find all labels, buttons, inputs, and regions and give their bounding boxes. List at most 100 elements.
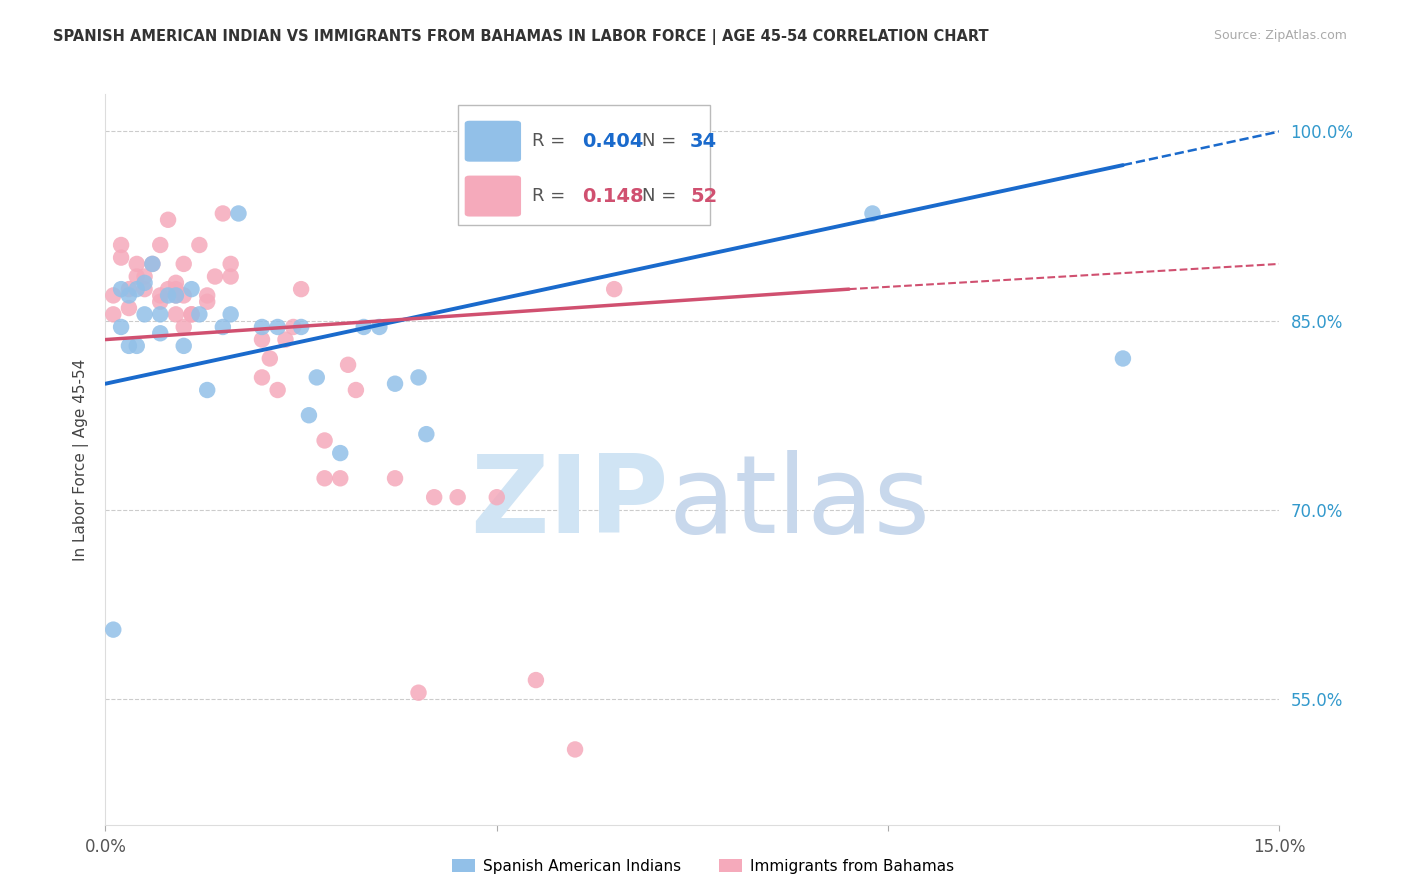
Point [314,471,336,485]
Text: 0.404: 0.404 [582,132,644,151]
Point [195,288,218,302]
Point [524,673,547,687]
Point [165,307,187,321]
Point [228,206,250,220]
Point [188,238,211,252]
Point [118,288,141,302]
Point [219,257,242,271]
Point [337,358,360,372]
Point [110,282,132,296]
Point [353,320,375,334]
Point [250,320,273,334]
Point [134,276,156,290]
Point [141,257,163,271]
Point [173,288,195,302]
Point [250,370,273,384]
Point [195,383,218,397]
Point [384,376,406,391]
Point [219,269,242,284]
Point [149,288,172,302]
Point [603,282,626,296]
Point [165,288,187,302]
Text: SPANISH AMERICAN INDIAN VS IMMIGRANTS FROM BAHAMAS IN LABOR FORCE | AGE 45-54 CO: SPANISH AMERICAN INDIAN VS IMMIGRANTS FR… [53,29,988,45]
Text: Source: ZipAtlas.com: Source: ZipAtlas.com [1213,29,1347,42]
Point [110,251,132,265]
Point [408,370,430,384]
Point [415,427,437,442]
FancyBboxPatch shape [465,120,522,161]
Text: N =: N = [643,187,682,205]
Point [149,326,172,341]
Point [149,307,172,321]
Point [180,307,202,321]
Point [290,282,312,296]
Point [125,282,148,296]
Point [485,490,508,504]
Point [314,434,336,448]
Point [110,320,132,334]
FancyBboxPatch shape [465,176,522,217]
Point [266,383,288,397]
Point [173,339,195,353]
Point [103,623,125,637]
Point [298,409,321,423]
Point [165,288,187,302]
Point [134,307,156,321]
Point [219,307,242,321]
Text: 34: 34 [690,132,717,151]
Point [180,307,202,321]
Point [447,490,470,504]
Point [157,212,180,227]
Point [149,238,172,252]
Point [134,282,156,296]
Point [564,742,586,756]
Text: atlas: atlas [669,450,931,557]
Text: 0.148: 0.148 [582,186,644,205]
Point [368,320,391,334]
Point [118,301,141,315]
Point [195,294,218,309]
Point [211,206,233,220]
Point [259,351,281,366]
Point [125,339,148,353]
Text: 52: 52 [690,186,717,205]
Text: N =: N = [643,132,682,150]
Point [204,269,226,284]
Point [274,333,297,347]
Text: R =: R = [531,132,571,150]
Point [118,282,141,296]
Point [165,276,187,290]
Point [157,288,180,302]
Point [141,257,163,271]
Point [423,490,446,504]
Point [250,333,273,347]
Point [157,282,180,296]
Text: R =: R = [531,187,576,205]
Point [1112,351,1135,366]
Point [344,383,367,397]
Point [290,320,312,334]
Point [149,294,172,309]
Point [165,282,187,296]
Point [103,307,125,321]
Point [862,206,884,220]
Point [283,320,305,334]
Point [173,257,195,271]
Point [103,288,125,302]
Point [305,370,328,384]
Point [211,320,233,334]
Point [118,339,141,353]
Point [173,320,195,334]
Point [180,282,202,296]
Point [125,269,148,284]
Y-axis label: In Labor Force | Age 45-54: In Labor Force | Age 45-54 [73,359,90,560]
Point [125,257,148,271]
Point [329,446,352,460]
Legend: Spanish American Indians, Immigrants from Bahamas: Spanish American Indians, Immigrants fro… [446,853,960,880]
Point [266,320,288,334]
Point [188,307,211,321]
Point [408,686,430,700]
Point [329,471,352,485]
Point [110,238,132,252]
Text: ZIP: ZIP [471,450,669,557]
